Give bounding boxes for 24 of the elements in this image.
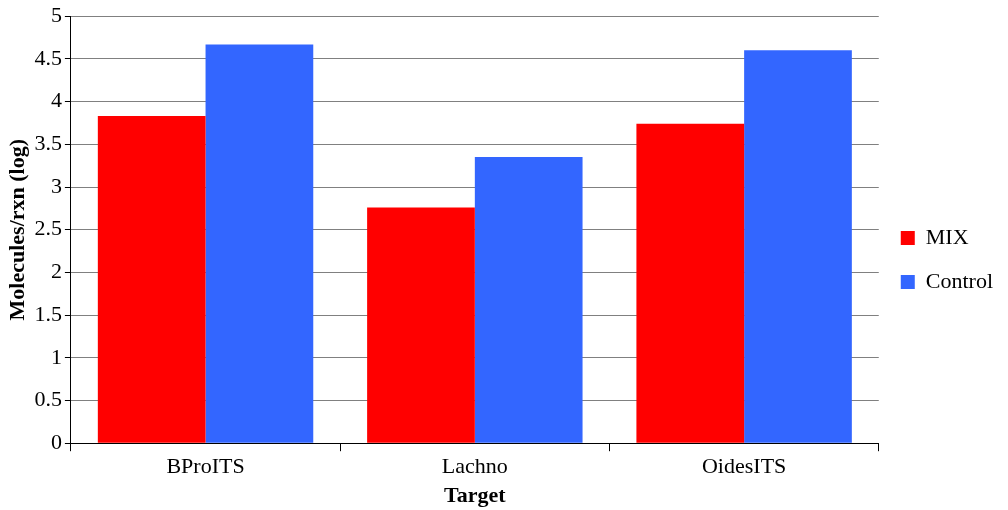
bar (367, 207, 475, 443)
bar (205, 44, 314, 443)
y-tick-label: 5 (50, 1, 62, 27)
y-tick-label: 1 (50, 343, 62, 369)
x-tick-label: BProITS (166, 453, 245, 479)
y-tick-label: 3 (50, 172, 62, 198)
bar (636, 123, 745, 443)
x-tick-label: Lachno (441, 453, 508, 479)
y-tick-label: 4 (50, 87, 62, 113)
x-axis-title: Target (444, 482, 507, 508)
y-tick-label: 4.5 (34, 44, 62, 70)
y-tick-label: 0.5 (34, 386, 62, 412)
x-tick-label: OidesITS (701, 453, 787, 479)
y-tick-label: 0 (50, 428, 62, 454)
bar (744, 50, 852, 443)
legend-label: MIX (925, 223, 969, 249)
bar (97, 116, 206, 443)
y-tick-label: 2.5 (34, 215, 62, 241)
bar (474, 157, 583, 443)
legend-label: Control (925, 267, 994, 293)
y-axis-title: Molecules/rxn (log) (3, 138, 29, 321)
y-tick-label: 1.5 (34, 300, 62, 326)
y-tick-label: 3.5 (34, 130, 62, 156)
y-tick-label: 2 (50, 258, 62, 284)
